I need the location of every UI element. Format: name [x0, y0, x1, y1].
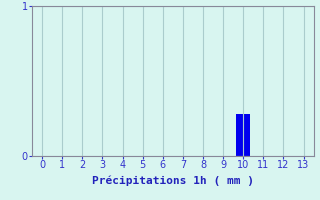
X-axis label: Précipitations 1h ( mm ): Précipitations 1h ( mm ): [92, 176, 254, 186]
Bar: [236, 114, 250, 156]
